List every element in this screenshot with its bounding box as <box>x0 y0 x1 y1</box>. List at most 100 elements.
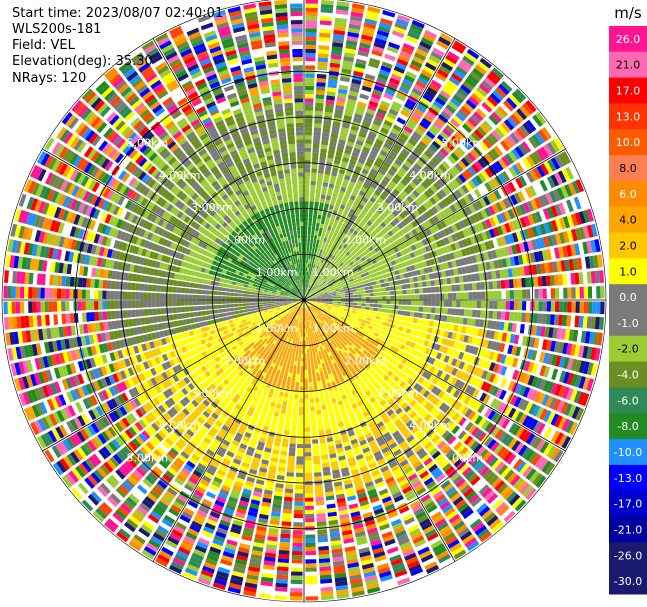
range-bin <box>305 106 314 111</box>
range-bin <box>324 260 329 266</box>
range-bin <box>322 182 329 188</box>
range-bin <box>305 287 307 292</box>
range-bin <box>420 193 429 201</box>
range-bin <box>368 153 377 161</box>
range-bin <box>514 146 525 158</box>
range-bin <box>382 190 389 198</box>
range-bin <box>362 316 368 320</box>
range-bin <box>356 233 362 239</box>
range-bin <box>302 337 304 342</box>
range-bin <box>406 266 412 272</box>
range-bin <box>297 340 300 345</box>
range-bin <box>518 204 527 215</box>
range-bin <box>420 169 429 178</box>
range-bin <box>329 217 335 223</box>
range-bin <box>537 276 543 287</box>
range-bin <box>344 261 349 267</box>
range-bin <box>390 220 397 227</box>
range-bin <box>348 163 355 169</box>
range-bin <box>358 176 366 183</box>
range-bin <box>356 308 361 312</box>
range-bin <box>372 259 378 265</box>
range-bin <box>415 187 423 195</box>
range-bin <box>461 238 469 247</box>
range-bin <box>451 308 457 316</box>
range-bin <box>376 251 383 257</box>
range-bin <box>295 348 299 354</box>
range-bin <box>335 104 345 111</box>
range-bin <box>340 279 346 284</box>
range-bin <box>305 579 318 585</box>
range-bin <box>460 292 465 300</box>
range-bin <box>411 87 423 97</box>
range-bin <box>343 243 348 249</box>
range-bin <box>297 439 304 445</box>
range-bin <box>441 86 453 96</box>
range-bin <box>550 301 556 312</box>
range-bin <box>316 280 320 284</box>
range-bin <box>375 33 388 42</box>
range-bin <box>306 293 310 297</box>
range-bin <box>389 150 398 158</box>
range-bin <box>353 201 360 207</box>
range-bin <box>422 202 431 210</box>
range-bin <box>388 41 401 50</box>
range-bin <box>492 227 500 237</box>
range-bin <box>302 316 304 321</box>
range-bin <box>351 239 357 245</box>
range-bin <box>308 289 312 294</box>
range-bin <box>492 238 499 248</box>
range-bin <box>359 154 367 161</box>
range-bin <box>432 215 440 224</box>
range-bin <box>324 284 329 288</box>
range-bin <box>339 135 347 141</box>
range-bin <box>515 177 524 189</box>
range-bin <box>348 198 354 205</box>
range-bin <box>381 287 386 292</box>
range-bin <box>433 182 441 191</box>
range-bin <box>333 159 341 165</box>
range-bin <box>398 113 409 122</box>
range-bin <box>550 174 560 187</box>
range-bin <box>492 89 504 101</box>
range-bin <box>313 131 321 137</box>
range-bin <box>305 85 315 91</box>
range-bin <box>343 209 349 216</box>
range-bin <box>513 111 524 123</box>
range-bin <box>379 69 390 77</box>
range-bin <box>527 214 535 225</box>
range-bin <box>535 224 543 236</box>
range-bin <box>318 45 330 50</box>
range-bin <box>299 382 304 387</box>
range-bin <box>288 372 292 378</box>
range-bin <box>373 272 379 277</box>
range-bin <box>319 354 323 360</box>
range-bin <box>304 188 310 193</box>
range-bin <box>314 472 322 477</box>
range-bin <box>383 142 392 150</box>
range-bin <box>381 61 393 69</box>
range-bin <box>301 320 303 325</box>
range-bin <box>407 118 418 127</box>
range-bin <box>366 220 373 227</box>
range-bin <box>426 147 436 156</box>
range-bin <box>301 353 304 358</box>
range-bin <box>510 194 518 206</box>
range-bin <box>304 292 307 296</box>
range-bin <box>316 222 320 228</box>
range-bin <box>372 311 378 315</box>
range-bin <box>307 353 310 358</box>
range-bin <box>292 534 303 539</box>
range-bin <box>430 103 441 113</box>
range-bin <box>457 160 467 170</box>
range-bin <box>311 268 314 273</box>
range-bin <box>322 128 331 134</box>
range-bin <box>278 554 290 559</box>
range-bin <box>320 148 327 154</box>
range-bin <box>323 292 328 295</box>
range-bin <box>317 61 328 67</box>
range-bin <box>429 197 437 205</box>
range-bin <box>391 177 400 185</box>
range-bin <box>442 315 448 322</box>
range-bin <box>401 235 408 242</box>
